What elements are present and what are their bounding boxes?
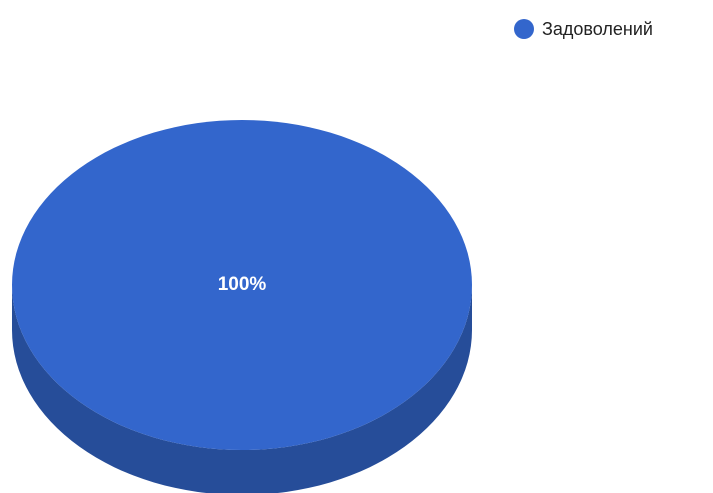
legend: Задоволений [514, 18, 653, 40]
pie-slice[interactable] [12, 120, 472, 450]
pie-slice-side [12, 285, 472, 493]
slice-label: 100% [218, 274, 267, 295]
pie-layer [12, 120, 472, 493]
legend-marker [514, 19, 534, 39]
legend-label: Задоволений [542, 19, 653, 39]
